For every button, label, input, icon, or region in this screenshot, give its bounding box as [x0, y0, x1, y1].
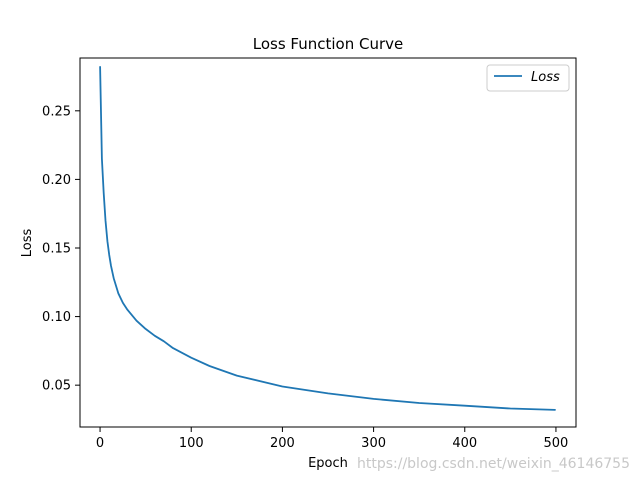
- y-tick-label: 0.05: [42, 379, 71, 394]
- plot-frame: [79, 57, 577, 428]
- x-tick-label: 500: [544, 436, 569, 451]
- y-tick-label: 0.10: [42, 310, 71, 325]
- y-tick-label: 0.15: [42, 241, 71, 256]
- y-axis-label: Loss: [20, 229, 35, 258]
- y-tick-label: 0.25: [42, 104, 71, 119]
- x-tick-label: 300: [361, 436, 386, 451]
- legend-label-loss: Loss: [531, 70, 560, 85]
- y-axis: 0.05 0.10 0.15 0.20 0.25: [42, 104, 80, 394]
- watermark-text: https://blog.csdn.net/weixin_46146755: [357, 456, 630, 472]
- x-tick-label: 100: [179, 436, 204, 451]
- x-tick-label: 0: [96, 436, 104, 451]
- legend-box: [486, 64, 570, 92]
- plot-area: [99, 66, 556, 411]
- legend: Loss: [486, 64, 570, 92]
- x-tick-label: 400: [452, 436, 477, 451]
- chart-title: Loss Function Curve: [253, 35, 404, 53]
- series-line-loss: [99, 66, 556, 411]
- x-axis: 0 100 200 300 400 500: [96, 427, 568, 451]
- y-tick-label: 0.20: [42, 173, 71, 188]
- x-axis-label: Epoch: [308, 456, 348, 471]
- x-tick-label: 200: [270, 436, 295, 451]
